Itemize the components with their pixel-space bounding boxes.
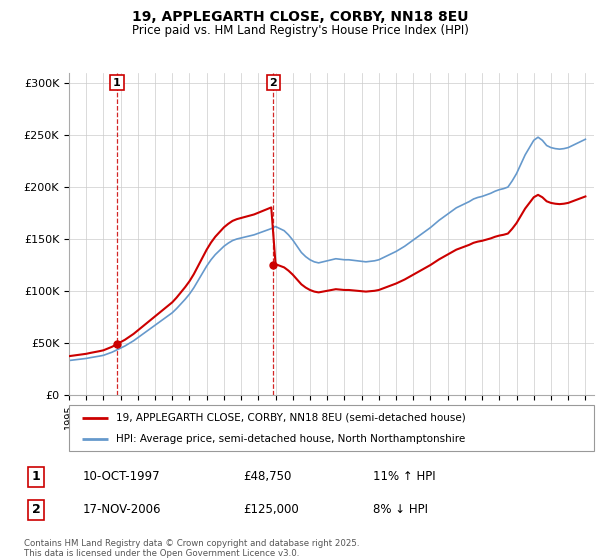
Text: 1: 1 xyxy=(32,470,40,483)
Text: 11% ↑ HPI: 11% ↑ HPI xyxy=(373,470,436,483)
Text: 10-OCT-1997: 10-OCT-1997 xyxy=(83,470,160,483)
Text: Contains HM Land Registry data © Crown copyright and database right 2025.
This d: Contains HM Land Registry data © Crown c… xyxy=(24,539,359,558)
Text: 8% ↓ HPI: 8% ↓ HPI xyxy=(373,503,428,516)
Text: 19, APPLEGARTH CLOSE, CORBY, NN18 8EU: 19, APPLEGARTH CLOSE, CORBY, NN18 8EU xyxy=(132,10,468,24)
Text: 2: 2 xyxy=(32,503,40,516)
Text: HPI: Average price, semi-detached house, North Northamptonshire: HPI: Average price, semi-detached house,… xyxy=(116,435,466,444)
Text: 2: 2 xyxy=(269,78,277,87)
Text: 17-NOV-2006: 17-NOV-2006 xyxy=(83,503,161,516)
Text: 1: 1 xyxy=(113,78,121,87)
Text: £48,750: £48,750 xyxy=(244,470,292,483)
Text: 19, APPLEGARTH CLOSE, CORBY, NN18 8EU (semi-detached house): 19, APPLEGARTH CLOSE, CORBY, NN18 8EU (s… xyxy=(116,413,466,423)
Text: Price paid vs. HM Land Registry's House Price Index (HPI): Price paid vs. HM Land Registry's House … xyxy=(131,24,469,36)
Text: £125,000: £125,000 xyxy=(244,503,299,516)
FancyBboxPatch shape xyxy=(69,405,594,451)
